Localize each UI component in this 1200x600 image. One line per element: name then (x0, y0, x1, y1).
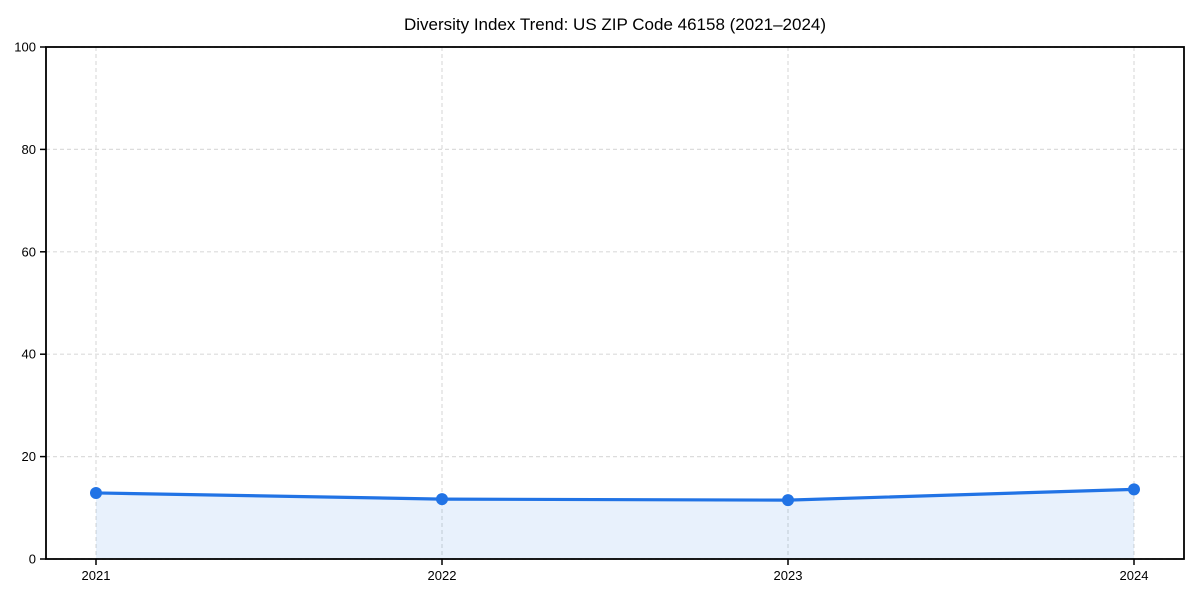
data-point-2021 (90, 486, 102, 499)
y-tick-label: 0 (29, 552, 36, 567)
chart-title: Diversity Index Trend: US ZIP Code 46158… (404, 15, 826, 34)
data-point-2023 (782, 494, 794, 507)
data-point-2022 (436, 493, 448, 506)
y-tick-label: 100 (14, 40, 36, 55)
x-tick-label: 2022 (428, 568, 457, 583)
y-tick-label: 60 (22, 244, 36, 259)
x-tick-label: 2023 (774, 568, 803, 583)
data-point-2024 (1128, 483, 1140, 496)
trend-line (94, 487, 1136, 502)
area-fill (96, 489, 1134, 559)
x-tick-label: 2024 (1120, 568, 1149, 583)
y-tick-label: 20 (22, 449, 36, 464)
x-tick-label: 2021 (82, 568, 111, 583)
plot-area: 0 20 40 60 80 100 2021 2022 2023 2024 (14, 40, 1185, 583)
y-tick-label: 80 (22, 142, 36, 157)
axes-spines (45, 46, 1185, 560)
y-tick-label: 40 (22, 347, 36, 362)
